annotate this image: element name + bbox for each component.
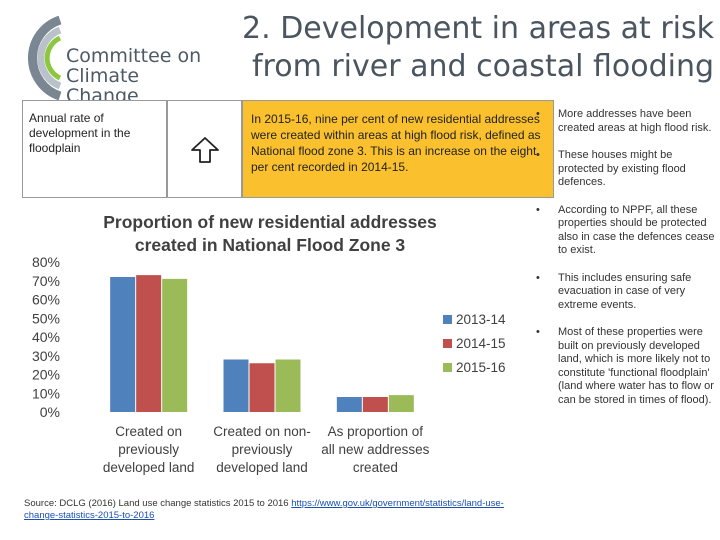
- bullet-dot: •: [536, 149, 540, 161]
- bullet-dot: •: [536, 108, 540, 120]
- ccc-logo: Committee on Climate Change: [16, 8, 216, 106]
- category-label: Created on non-previously developed land: [213, 424, 311, 475]
- y-tick-label: 60%: [32, 292, 60, 308]
- source-link[interactable]: https://www.gov.uk/government/statistics…: [24, 498, 504, 521]
- bullet-item: • More addresses have been created areas …: [536, 108, 716, 135]
- bar-2013-14-0: [110, 277, 136, 412]
- bullet-text: Most of these properties were built on p…: [558, 326, 714, 406]
- indicator-label: Annual rate of development in the floodp…: [22, 100, 167, 198]
- bar-2014-15-2: [362, 397, 388, 412]
- chart-title-line-2: created in National Flood Zone 3: [135, 235, 406, 255]
- source-prefix: Source: DCLG (2016) Land use change stat…: [24, 498, 292, 509]
- bar-2013-14-2: [336, 397, 362, 412]
- legend-swatch: [443, 363, 452, 372]
- legend-label: 2015-16: [456, 360, 506, 375]
- y-tick-label: 80%: [32, 254, 60, 270]
- bullet-text: More addresses have been created areas a…: [558, 108, 712, 134]
- logo-arcs-icon: [27, 15, 62, 101]
- logo-text: Committee on Climate Change: [66, 46, 216, 106]
- legend-swatch: [443, 315, 452, 324]
- legend-swatch: [443, 339, 452, 348]
- bullet-text: This includes ensuring safe evacuation i…: [558, 271, 692, 311]
- y-tick-label: 40%: [32, 329, 60, 345]
- page-title: 2. Development in areas at risk from riv…: [214, 10, 714, 86]
- category-label: As proportion of all new addresses created: [321, 424, 429, 475]
- bar-2015-16-2: [388, 395, 414, 412]
- bar-2014-15-0: [136, 275, 162, 412]
- up-arrow-icon: [191, 137, 219, 163]
- bullet-item: • These houses might be protected by exis…: [536, 149, 716, 190]
- chart-panel: Proportion of new residential addresses …: [22, 198, 532, 498]
- indicator-description: In 2015-16, nine per cent of new residen…: [242, 100, 554, 198]
- bar-2015-16-1: [275, 359, 301, 412]
- y-tick-label: 10%: [32, 385, 60, 401]
- source-note: Source: DCLG (2016) Land use change stat…: [24, 498, 534, 522]
- y-tick-label: 30%: [32, 348, 60, 364]
- y-tick-label: 20%: [32, 367, 60, 383]
- bullet-item: • Most of these properties were built on …: [536, 326, 716, 407]
- bar-2013-14-1: [223, 359, 249, 412]
- title-line-2: from river and coastal flooding: [252, 49, 714, 84]
- bullet-text: These houses might be protected by exist…: [558, 149, 686, 188]
- legend-label: 2013-14: [456, 312, 506, 327]
- bullet-dot: •: [536, 203, 540, 216]
- y-tick-label: 0%: [40, 404, 60, 420]
- bar-2014-15-1: [249, 363, 275, 412]
- bar-chart: Proportion of new residential addresses …: [32, 212, 506, 475]
- title-line-1: 2. Development in areas at risk: [242, 11, 714, 46]
- bullet-dot: •: [536, 271, 540, 284]
- bullet-item: • This includes ensuring safe evacuation …: [536, 272, 716, 313]
- legend-label: 2014-15: [456, 336, 506, 351]
- y-tick-label: 70%: [32, 273, 60, 289]
- bullet-list: • More addresses have been created areas …: [536, 108, 716, 421]
- indicator-strip: Annual rate of development in the floodp…: [22, 100, 554, 198]
- y-tick-label: 50%: [32, 310, 60, 326]
- indicator-arrow-box: [167, 100, 242, 198]
- category-label: Created on previously developed land: [103, 424, 195, 475]
- bullet-text: According to NPPF, all these properties …: [558, 203, 715, 257]
- chart-title-line-1: Proportion of new residential addresses: [103, 212, 437, 232]
- bullet-item: • According to NPPF, all these properties…: [536, 204, 716, 258]
- bullet-dot: •: [536, 326, 540, 338]
- logo-line-1: Committee on: [66, 45, 202, 67]
- bar-2015-16-0: [162, 278, 188, 412]
